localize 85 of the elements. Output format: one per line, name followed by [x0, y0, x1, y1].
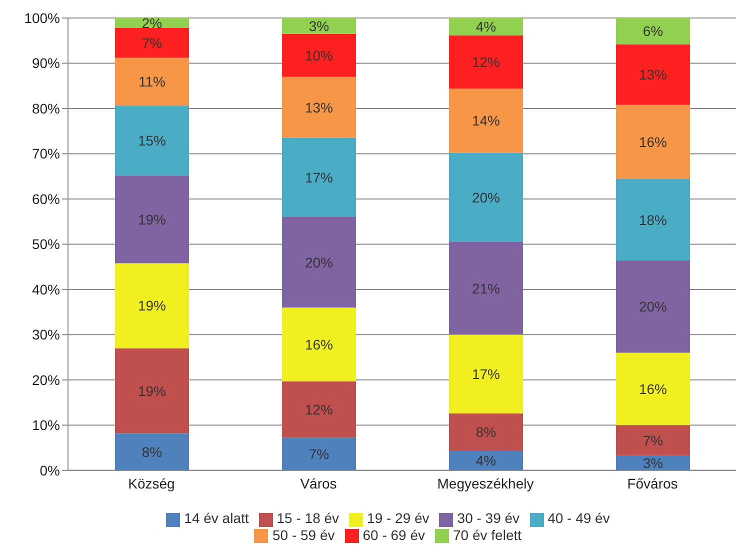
bar — [115, 263, 189, 348]
bar — [282, 76, 356, 138]
bar — [282, 18, 356, 34]
y-tick-label: 20% — [32, 372, 60, 388]
data-label: 19% — [138, 298, 166, 314]
data-label: 7% — [642, 432, 664, 449]
bar — [115, 28, 189, 58]
data-label: 20% — [638, 298, 668, 315]
y-tick-label: 50% — [32, 236, 60, 252]
data-label: 20% — [304, 254, 334, 270]
data-label: 14% — [472, 112, 500, 129]
y-tick-label: 10% — [32, 417, 60, 434]
bar — [449, 152, 523, 242]
x-tick-label: Főváros — [627, 475, 678, 492]
bar — [616, 260, 690, 353]
bar — [449, 35, 523, 89]
data-label: 13% — [638, 66, 668, 83]
data-label: 16% — [638, 134, 668, 150]
bar — [449, 242, 523, 335]
data-label: 4% — [476, 18, 496, 35]
bar — [282, 217, 356, 308]
y-tick-label: 90% — [32, 55, 60, 72]
bar — [282, 34, 356, 77]
data-label: 7% — [308, 446, 330, 462]
data-label: 16% — [304, 336, 334, 352]
bar — [449, 413, 523, 451]
data-label: 17% — [472, 366, 500, 382]
y-tick-label: 100% — [24, 10, 60, 26]
data-label: 6% — [642, 23, 664, 40]
data-label: 8% — [476, 424, 496, 440]
bar — [449, 334, 523, 414]
bar — [282, 437, 356, 470]
y-tick-label: 60% — [32, 190, 60, 207]
bar — [282, 381, 356, 438]
data-label: 19% — [138, 211, 166, 228]
data-label: 10% — [304, 47, 334, 64]
bar — [616, 18, 690, 44]
data-label: 17% — [304, 169, 334, 186]
data-label: 8% — [142, 444, 162, 460]
bar — [449, 88, 523, 153]
bar — [616, 179, 690, 260]
bar — [115, 105, 189, 176]
data-label: 19% — [138, 382, 166, 399]
data-label: 21% — [472, 280, 500, 296]
bar — [282, 308, 356, 382]
y-tick-label: 80% — [32, 100, 60, 116]
bar — [449, 450, 523, 470]
data-label: 12% — [304, 401, 334, 418]
x-tick-label: Város — [300, 475, 337, 492]
data-label: 2% — [142, 14, 162, 31]
bar — [616, 425, 690, 456]
data-label: 3% — [308, 18, 330, 34]
legend-label: 30 - 39 év — [457, 510, 520, 526]
bar — [282, 138, 356, 218]
legend-label: 60 - 69 év — [362, 526, 426, 543]
data-label: 4% — [476, 452, 496, 469]
bar — [115, 348, 189, 434]
legend-label: 50 - 59 év — [272, 526, 335, 543]
y-tick-label: 70% — [32, 146, 60, 162]
legend-label: 40 - 49 év — [548, 510, 610, 526]
data-label: 13% — [304, 99, 334, 116]
data-label: 20% — [472, 189, 500, 206]
bar — [616, 352, 690, 426]
bar — [616, 44, 690, 105]
bar — [449, 18, 523, 36]
bar — [616, 104, 690, 180]
data-label: 12% — [472, 54, 500, 70]
data-label: 16% — [638, 380, 668, 397]
y-tick-label: 30% — [32, 326, 60, 343]
data-label: 18% — [638, 212, 668, 228]
y-tick-label: 40% — [32, 281, 60, 298]
y-tick-label: 0% — [40, 462, 60, 478]
bar — [115, 433, 189, 470]
bar — [115, 175, 189, 264]
data-label: 3% — [642, 455, 664, 472]
data-label: 7% — [142, 34, 162, 51]
legend-label: 19 - 29 év — [367, 510, 430, 526]
data-label: 15% — [138, 132, 166, 148]
bar — [115, 58, 189, 106]
data-label: 11% — [138, 74, 166, 90]
x-tick-label: Község — [128, 475, 175, 492]
x-tick-label: Megyeszékhely — [437, 475, 534, 492]
legend-label: 14 év alatt — [184, 510, 249, 526]
legend-label: 15 - 18 év — [276, 510, 340, 526]
legend-label: 70 év felett — [453, 526, 522, 543]
